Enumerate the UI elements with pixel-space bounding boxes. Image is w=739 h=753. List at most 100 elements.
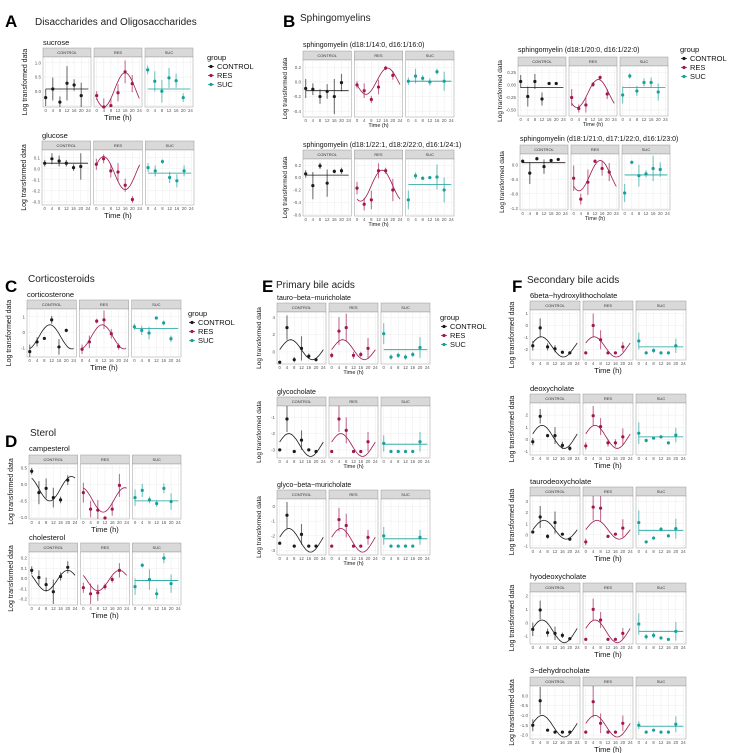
facet-label: RES (114, 143, 123, 148)
x-tick-label: 4 (629, 117, 632, 122)
data-point (403, 449, 408, 454)
x-axis-label: Time (h) (594, 461, 622, 470)
x-tick-label: 12 (49, 358, 54, 363)
y-tick-label: 0.0 (21, 482, 28, 487)
legend-entry-control: CONTROL (690, 54, 727, 63)
data-point (330, 544, 334, 548)
x-tick-label: 4 (38, 520, 41, 525)
y-tick-label: 0.0 (512, 162, 519, 167)
x-tick-label: 8 (546, 645, 549, 650)
data-point (88, 507, 93, 511)
data-point (116, 170, 120, 174)
plot-title: hyodeoxycholate (530, 572, 586, 581)
data-point (396, 353, 400, 357)
x-tick-label: 0 (638, 645, 641, 650)
x-tick-label: 0 (638, 456, 641, 461)
y-tick-label: 1.0 (35, 60, 42, 65)
x-tick-label: 12 (606, 740, 611, 745)
x-tick-label: 20 (314, 459, 319, 464)
x-tick-label: 16 (549, 211, 554, 216)
x-tick-label: 20 (620, 549, 625, 554)
y-axis-label: Log transformed data (256, 401, 263, 463)
plot-title: deoxycholate (530, 384, 574, 393)
data-point (51, 495, 55, 500)
data-point (155, 592, 159, 596)
data-point (584, 103, 588, 107)
x-tick-label: 20 (567, 361, 572, 366)
x-tick-label: 8 (397, 556, 400, 561)
data-point (167, 76, 171, 80)
data-point (362, 89, 366, 93)
x-tick-label: 0 (638, 740, 641, 745)
y-tick-label: -2 (271, 533, 275, 538)
plot-title: glycocholate (277, 389, 316, 396)
panel-letter-C: C (5, 277, 17, 296)
y-tick-label: 4 (272, 315, 275, 320)
facet-label: CONTROL (292, 399, 312, 404)
x-tick-label: 16 (613, 361, 618, 366)
data-point (538, 326, 542, 330)
data-point (413, 174, 418, 178)
data-point (168, 175, 172, 180)
data-point (568, 446, 572, 450)
x-tick-label: 16 (306, 459, 311, 464)
section-title: Corticosteroids (28, 274, 95, 285)
data-point (598, 338, 603, 342)
data-point (545, 728, 550, 732)
y-axis-label: Log transformed data (22, 49, 29, 116)
x-tick-label: 16 (306, 556, 311, 561)
x-tick-label: 12 (427, 118, 432, 123)
x-tick-label: 16 (58, 520, 63, 525)
x-axis-label: Time (h) (90, 363, 118, 372)
legend-entry-res: RES (450, 331, 465, 340)
data-point (396, 449, 400, 454)
x-tick-label: 12 (659, 456, 664, 461)
data-point (637, 520, 641, 525)
section-title: Disaccharides and Oligosaccharides (35, 17, 197, 28)
x-tick-label: 4 (580, 211, 583, 216)
x-tick-label: 16 (410, 365, 415, 370)
x-tick-label: 12 (154, 520, 159, 525)
data-point (572, 176, 576, 180)
x-tick-label: 24 (663, 117, 668, 122)
x-tick-label: 16 (72, 108, 77, 113)
data-point (659, 527, 663, 531)
x-tick-label: 12 (116, 206, 121, 211)
x-tick-label: 12 (351, 556, 356, 561)
x-tick-label: 4 (390, 365, 393, 370)
data-point (651, 436, 656, 440)
y-tick-label: -0.1 (19, 586, 27, 591)
x-tick-label: 12 (154, 358, 159, 363)
x-tick-label: 8 (370, 118, 373, 123)
x-tick-label: 12 (659, 645, 664, 650)
data-point (325, 89, 329, 94)
facet-label: CONTROL (532, 59, 552, 64)
x-tick-label: 0 (134, 520, 137, 525)
x-tick-label: 4 (645, 361, 648, 366)
x-tick-label: 24 (188, 108, 193, 113)
x-tick-label: 24 (124, 520, 129, 525)
x-tick-label: 20 (130, 206, 135, 211)
x-tick-label: 16 (560, 549, 565, 554)
x-tick-label: 24 (73, 606, 78, 611)
data-point (538, 414, 542, 418)
plot-sphingomyelin-d18-1-14-0-d16-1-16-0-: sphingomyelin (d18:1/14:0, d16:1/16:0) Lo… (282, 42, 454, 129)
x-tick-label: 4 (141, 520, 144, 525)
x-tick-label: 8 (546, 361, 549, 366)
data-point (147, 498, 152, 502)
data-point (117, 344, 121, 349)
data-point (344, 523, 348, 528)
data-point (344, 428, 348, 432)
data-point (568, 637, 572, 641)
plot-title: tauro−beta−muricholate (277, 295, 351, 302)
data-point (666, 637, 671, 641)
data-point (396, 544, 400, 548)
data-point (418, 345, 422, 350)
data-point (644, 540, 648, 544)
x-tick-label: 20 (554, 117, 559, 122)
x-tick-label: 12 (64, 206, 69, 211)
data-point (174, 79, 178, 83)
x-tick-label: 16 (666, 645, 671, 650)
